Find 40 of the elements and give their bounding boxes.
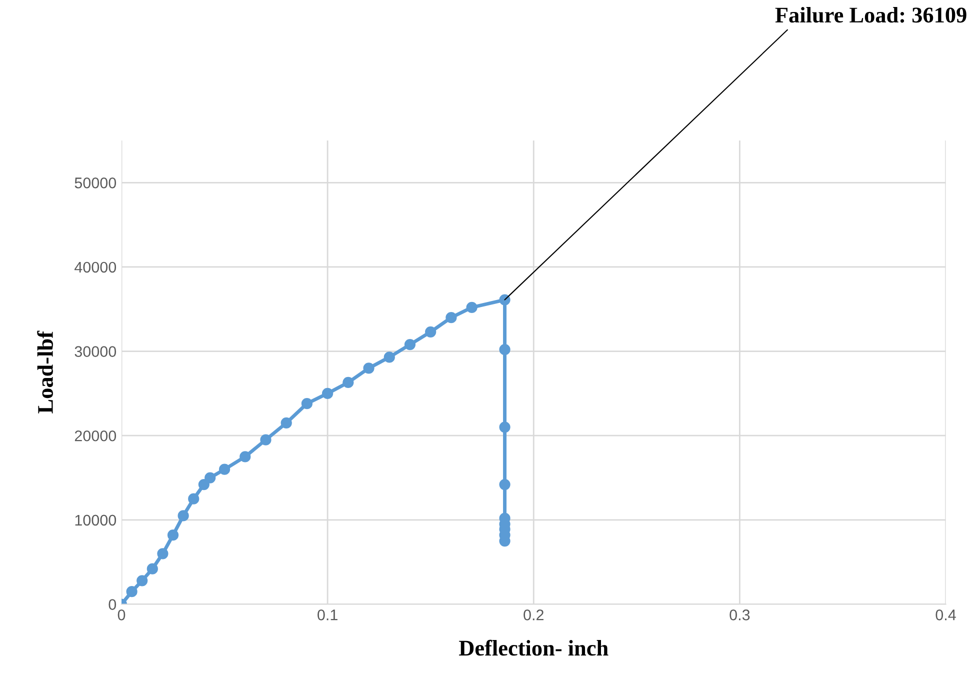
point [280, 417, 292, 429]
point [204, 472, 216, 484]
point [301, 398, 313, 410]
point [167, 530, 179, 541]
point [446, 312, 457, 324]
point [466, 302, 478, 313]
x-tick-label: 0.2 [524, 610, 544, 620]
point [384, 352, 395, 363]
y-tick-label: 20000 [74, 430, 116, 442]
point [425, 326, 436, 338]
point [363, 362, 374, 374]
point [499, 422, 510, 433]
point [146, 563, 158, 574]
y-tick-label: 50000 [74, 178, 116, 188]
annotation: Failure Load: 36109 [775, 6, 966, 23]
point [499, 294, 510, 306]
point [240, 451, 251, 462]
x-tick-label: 0.4 [936, 610, 956, 620]
x-tick-label: 0.1 [318, 610, 338, 620]
y-tick-label: 40000 [74, 262, 116, 273]
point [499, 478, 510, 490]
point [322, 388, 334, 400]
point [126, 586, 138, 598]
point [157, 548, 168, 560]
x-tick-label: 0.3 [730, 610, 750, 620]
point [136, 575, 148, 586]
point [404, 338, 416, 350]
y-tick-label: 10000 [75, 514, 116, 526]
point [342, 376, 354, 388]
point [178, 510, 189, 522]
y-tick-label: 0 [108, 599, 116, 610]
x-tick-label: 0 [118, 610, 126, 620]
point [218, 464, 230, 475]
y-tick-label: 30000 [74, 346, 116, 357]
point [499, 344, 510, 356]
y-axis-title: Load-lbf [37, 330, 53, 414]
point [198, 478, 210, 490]
point [260, 434, 272, 446]
point [188, 493, 200, 504]
x-axis-title: Deflection- inch [459, 640, 608, 656]
